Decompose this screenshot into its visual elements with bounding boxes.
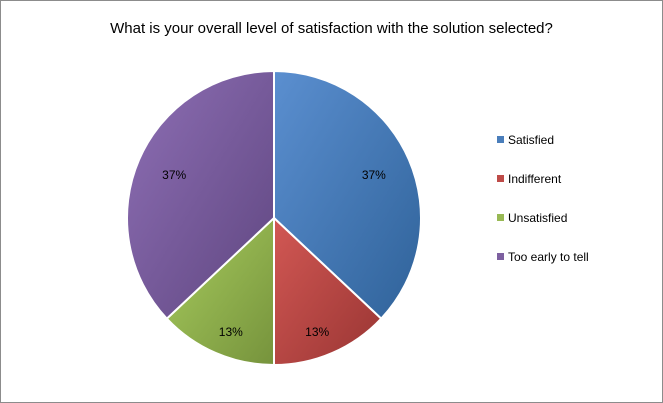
legend-label-unsatisfied: Unsatisfied (508, 210, 568, 225)
pie-label-unsatisfied: 13% (218, 324, 243, 339)
legend-item-indifferent: Indifferent (497, 170, 657, 187)
legend-swatch-satisfied (497, 136, 504, 143)
pie-slice-unsatisfied (165, 215, 275, 367)
legend-item-unsatisfied: Unsatisfied (497, 209, 657, 226)
legend-swatch-indifferent (497, 175, 504, 182)
legend-item-too-early-to-tell: Too early to tell (497, 248, 657, 265)
legend-item-satisfied: Satisfied (497, 131, 657, 148)
legend-label-too-early-to-tell: Too early to tell (508, 249, 589, 264)
legend-label-indifferent: Indifferent (508, 171, 562, 186)
pie-label-satisfied: 37% (361, 167, 386, 182)
legend-swatch-too-early-to-tell (497, 253, 504, 260)
pie-slice-too-early-to-tell (126, 69, 275, 321)
legend: Satisfied Indifferent Unsatisfied Too ea… (497, 131, 657, 287)
legend-label-satisfied: Satisfied (508, 132, 555, 147)
pie-slice-satisfied (273, 69, 422, 321)
pie-label-indifferent: 13% (305, 324, 330, 339)
pie-label-too-early-to-tell: 37% (162, 167, 187, 182)
pie-slice-indifferent (273, 215, 383, 367)
pie-slices (126, 69, 422, 367)
chart-title: What is your overall level of satisfacti… (110, 20, 553, 37)
legend-swatch-unsatisfied (497, 214, 504, 221)
